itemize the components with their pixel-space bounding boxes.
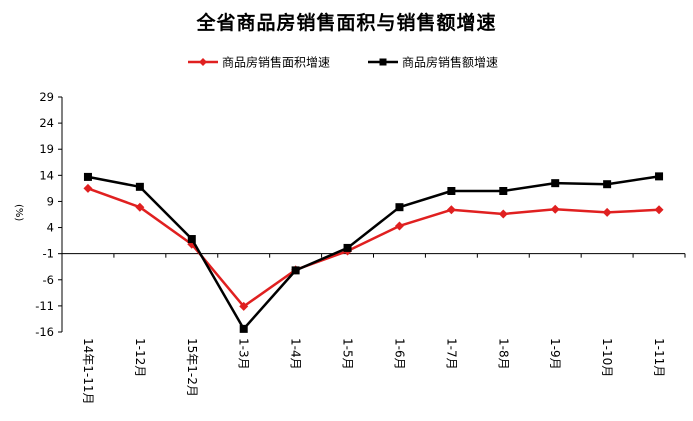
x-tick-label-1: 1-12月 (133, 338, 147, 377)
x-tick-label-3: 1-3月 (237, 338, 251, 370)
series-line-0 (87, 187, 660, 308)
y-tick-label-5: 4 (47, 221, 54, 235)
y-tick-label-1: 24 (39, 116, 54, 130)
y-tick-label-7: -6 (43, 273, 54, 287)
legend-marker-0 (199, 58, 207, 66)
point-s0-1 (135, 202, 145, 212)
point-s1-4 (291, 266, 300, 275)
x-tick-label-2: 15年1-2月 (185, 338, 199, 397)
legend-label-0: 商品房销售面积增速 (222, 55, 330, 70)
point-s1-2 (187, 235, 196, 244)
y-tick-label-0: 29 (39, 90, 54, 104)
x-tick-label-10: 1-10月 (600, 338, 614, 377)
y-tick-label-6: -1 (43, 247, 54, 261)
point-s1-3 (239, 324, 248, 333)
x-tick-label-6: 1-6月 (392, 338, 406, 370)
chart-title: 全省商品房销售面积与销售额增速 (196, 12, 497, 34)
x-tick-label-7: 1-7月 (444, 338, 458, 370)
x-tick-label-11: 1-11月 (652, 338, 666, 377)
x-tick-label-0: 14年1-11月 (81, 338, 95, 405)
point-s0-10 (602, 207, 612, 217)
point-s1-0 (83, 172, 92, 181)
point-s0-8 (498, 209, 508, 219)
point-s0-0 (83, 183, 93, 193)
series-line-1 (87, 175, 660, 331)
x-tick-label-8: 1-8月 (496, 338, 510, 370)
y-tick-label-4: 9 (47, 194, 54, 208)
point-s1-5 (343, 243, 352, 252)
point-s1-1 (135, 182, 144, 191)
point-s0-3 (239, 301, 249, 311)
point-s0-6 (394, 221, 404, 231)
point-s1-10 (603, 180, 612, 189)
x-tick-label-5: 1-5月 (341, 338, 355, 370)
x-tick-label-9: 1-9月 (548, 338, 562, 370)
legend-label-1: 商品房销售额增速 (402, 55, 498, 70)
legend-marker-1 (379, 58, 387, 66)
point-s1-7 (447, 187, 456, 195)
y-tick-label-2: 19 (39, 142, 54, 156)
point-s1-6 (395, 203, 404, 212)
point-s0-9 (550, 204, 560, 214)
point-s1-8 (499, 187, 508, 195)
y-tick-label-8: -11 (35, 299, 54, 313)
point-s0-11 (654, 205, 664, 215)
point-s1-9 (551, 179, 560, 188)
point-s1-11 (655, 172, 664, 181)
y-axis-label: (%) (13, 204, 24, 221)
x-tick-label-4: 1-4月 (289, 338, 303, 370)
y-tick-label-3: 14 (39, 168, 54, 182)
point-s0-7 (446, 205, 456, 215)
y-tick-label-9: -16 (35, 325, 54, 339)
